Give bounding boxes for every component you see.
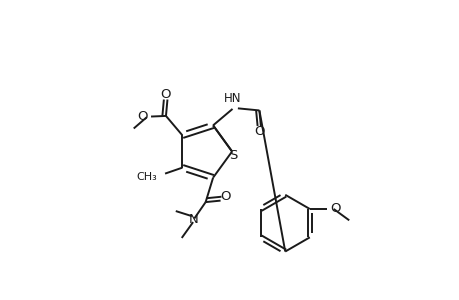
Text: O: O xyxy=(160,88,171,100)
Text: O: O xyxy=(220,190,231,203)
Text: CH₃: CH₃ xyxy=(137,172,157,182)
Text: O: O xyxy=(137,110,148,123)
Text: S: S xyxy=(229,149,237,162)
Text: O: O xyxy=(330,202,340,215)
Text: O: O xyxy=(254,125,265,138)
Text: N: N xyxy=(188,213,198,226)
Text: HN: HN xyxy=(224,92,241,105)
